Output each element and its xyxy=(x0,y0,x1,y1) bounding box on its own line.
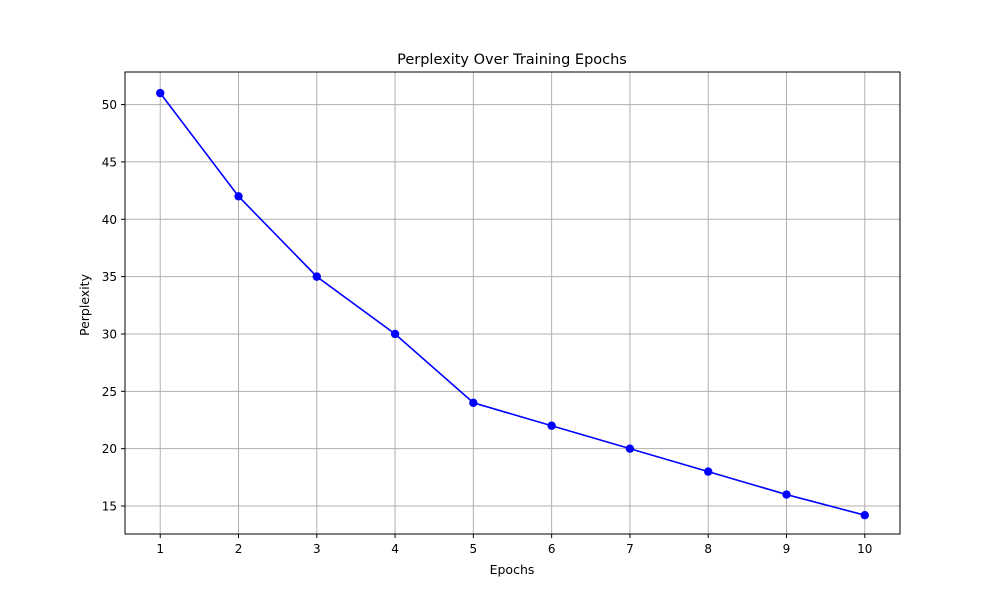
y-tick-label: 40 xyxy=(102,213,117,227)
x-tick-label: 9 xyxy=(783,542,791,556)
y-axis-label: Perplexity xyxy=(77,273,92,336)
series-line xyxy=(159,92,865,516)
x-tick-label: 6 xyxy=(548,542,556,556)
series-layer xyxy=(156,88,869,520)
x-tick-label: 3 xyxy=(313,542,321,556)
y-tick-label: 30 xyxy=(102,327,117,341)
y-tick-label: 25 xyxy=(102,385,117,399)
data-point-epoch-4 xyxy=(390,329,400,339)
data-point-epoch-5 xyxy=(469,398,478,407)
x-tick-label: 2 xyxy=(235,542,243,556)
data-point-epoch-6 xyxy=(547,421,556,430)
plot-frame xyxy=(124,71,901,535)
x-tick-label: 1 xyxy=(156,542,164,556)
y-tick-label: 35 xyxy=(102,270,117,284)
y-tick-label: 45 xyxy=(102,155,117,169)
y-tick-label: 15 xyxy=(102,500,117,514)
grid xyxy=(125,72,900,534)
x-axis-label: Epochs xyxy=(490,562,535,577)
y-tick-label: 20 xyxy=(102,442,117,456)
x-tick-label: 5 xyxy=(470,542,478,556)
x-tick-label: 4 xyxy=(391,542,399,556)
data-point-epoch-2 xyxy=(234,192,243,201)
data-point-epoch-10 xyxy=(860,510,869,520)
y-tick-label: 50 xyxy=(102,98,117,112)
data-point-epoch-8 xyxy=(704,467,713,476)
data-point-epoch-1 xyxy=(156,88,165,98)
chart-title: Perplexity Over Training Epochs xyxy=(397,52,627,68)
x-tick-label: 10 xyxy=(857,542,872,556)
data-point-epoch-3 xyxy=(312,272,321,281)
x-tick-label: 8 xyxy=(704,542,712,556)
data-point-epoch-9 xyxy=(782,490,791,499)
x-tick-label: 7 xyxy=(626,542,634,556)
data-point-epoch-7 xyxy=(625,444,635,453)
